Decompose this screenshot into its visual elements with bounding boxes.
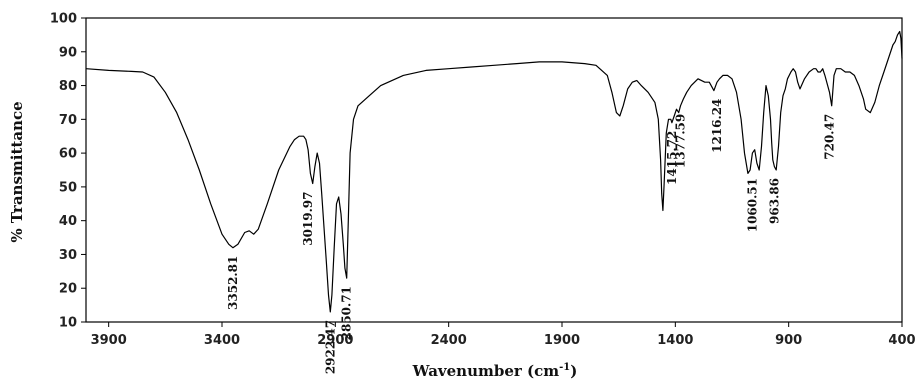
peak-label: 3352.81 — [226, 256, 240, 310]
peak-label: 1216.24 — [710, 99, 724, 153]
y-tick-label: 10 — [59, 316, 77, 331]
x-tick-label: 2400 — [431, 333, 467, 348]
x-tick-label: 3400 — [204, 333, 240, 348]
y-axis-title: % Transmittance — [8, 101, 26, 242]
x-tick-label: 900 — [775, 333, 802, 348]
x-tick-label: 3900 — [91, 333, 127, 348]
y-tick-label: 60 — [59, 147, 77, 162]
x-axis-title: Wavenumber (cm-1) — [412, 362, 578, 380]
y-tick-label: 50 — [59, 180, 77, 195]
spectrum-line — [85, 30, 903, 313]
x-axis-title-close: ) — [570, 362, 577, 380]
y-tick-label: 90 — [59, 45, 77, 60]
x-axis-title-superscript: -1 — [559, 362, 570, 373]
x-tick-label: 2900 — [317, 333, 353, 348]
x-tick-label: 400 — [888, 333, 915, 348]
plot-frame — [85, 17, 903, 323]
y-tick-label: 40 — [59, 214, 77, 229]
y-tick-label: 70 — [59, 113, 77, 128]
ticks: 3900 3400 2900 2400 1900 1400 900 400 10 20 30 40 50… — [50, 12, 916, 349]
y-tick-label: 100 — [50, 12, 77, 27]
peak-label: 1060.51 — [745, 178, 759, 232]
peak-label: 1377.59 — [674, 114, 688, 168]
series-group — [85, 30, 903, 313]
axes — [85, 17, 903, 323]
peak-label: 963.86 — [767, 178, 781, 224]
y-tick-label: 30 — [59, 248, 77, 263]
x-tick-label: 1400 — [657, 333, 693, 348]
x-tick-label: 1900 — [544, 333, 580, 348]
y-tick-label: 20 — [59, 282, 77, 297]
peak-label: 720.47 — [823, 114, 837, 160]
peak-label: 2922.47 — [323, 320, 337, 374]
y-tick-label: 80 — [59, 79, 77, 94]
peak-label: 3019.97 — [301, 192, 315, 246]
x-axis-title-main: Wavenumber (cm — [412, 362, 560, 380]
peak-label: 2850.71 — [340, 286, 354, 340]
peak-label: 1415.72 — [665, 131, 679, 185]
